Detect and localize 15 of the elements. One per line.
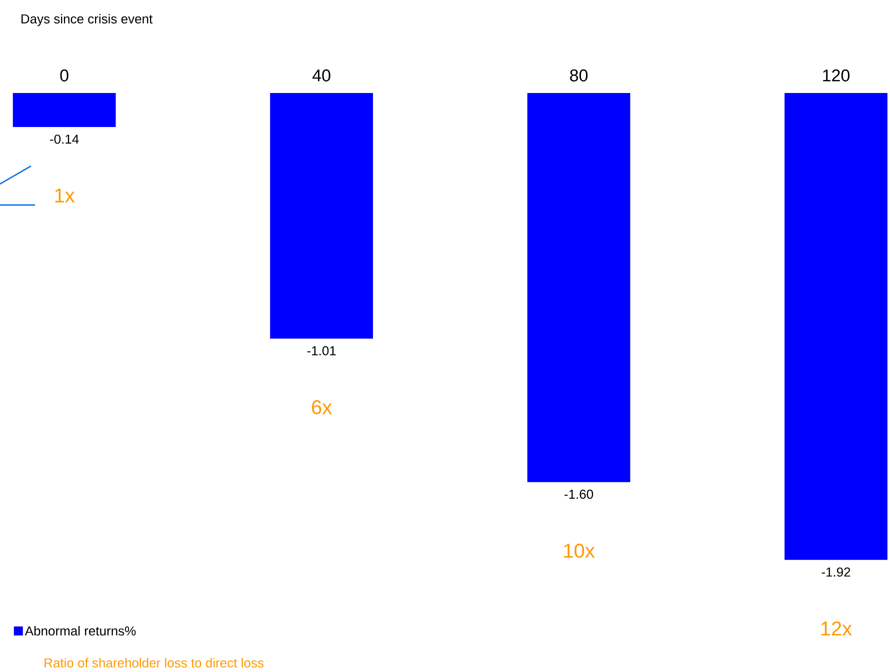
annotation: 6x [312,400,332,414]
x-tick-label: 80 [570,69,588,82]
data-label: -1.01 [307,346,336,356]
x-tick-label: 40 [312,69,330,82]
annotation: 10x [564,544,595,558]
text: Ratio of shareholder loss to direct loss [44,658,264,668]
legend-label: Abnormal returns% [24,626,136,636]
annotation: 1x [55,188,75,202]
x-axis-title: Days since crisis event [22,14,153,26]
x-tick-label: 0 [60,69,68,82]
x-tick-label: 120 [823,69,850,82]
text: 12x [821,621,852,636]
data-label: -1.60 [564,490,594,499]
data-label: -0.14 [50,134,79,144]
data-label: -1.92 [822,567,850,577]
